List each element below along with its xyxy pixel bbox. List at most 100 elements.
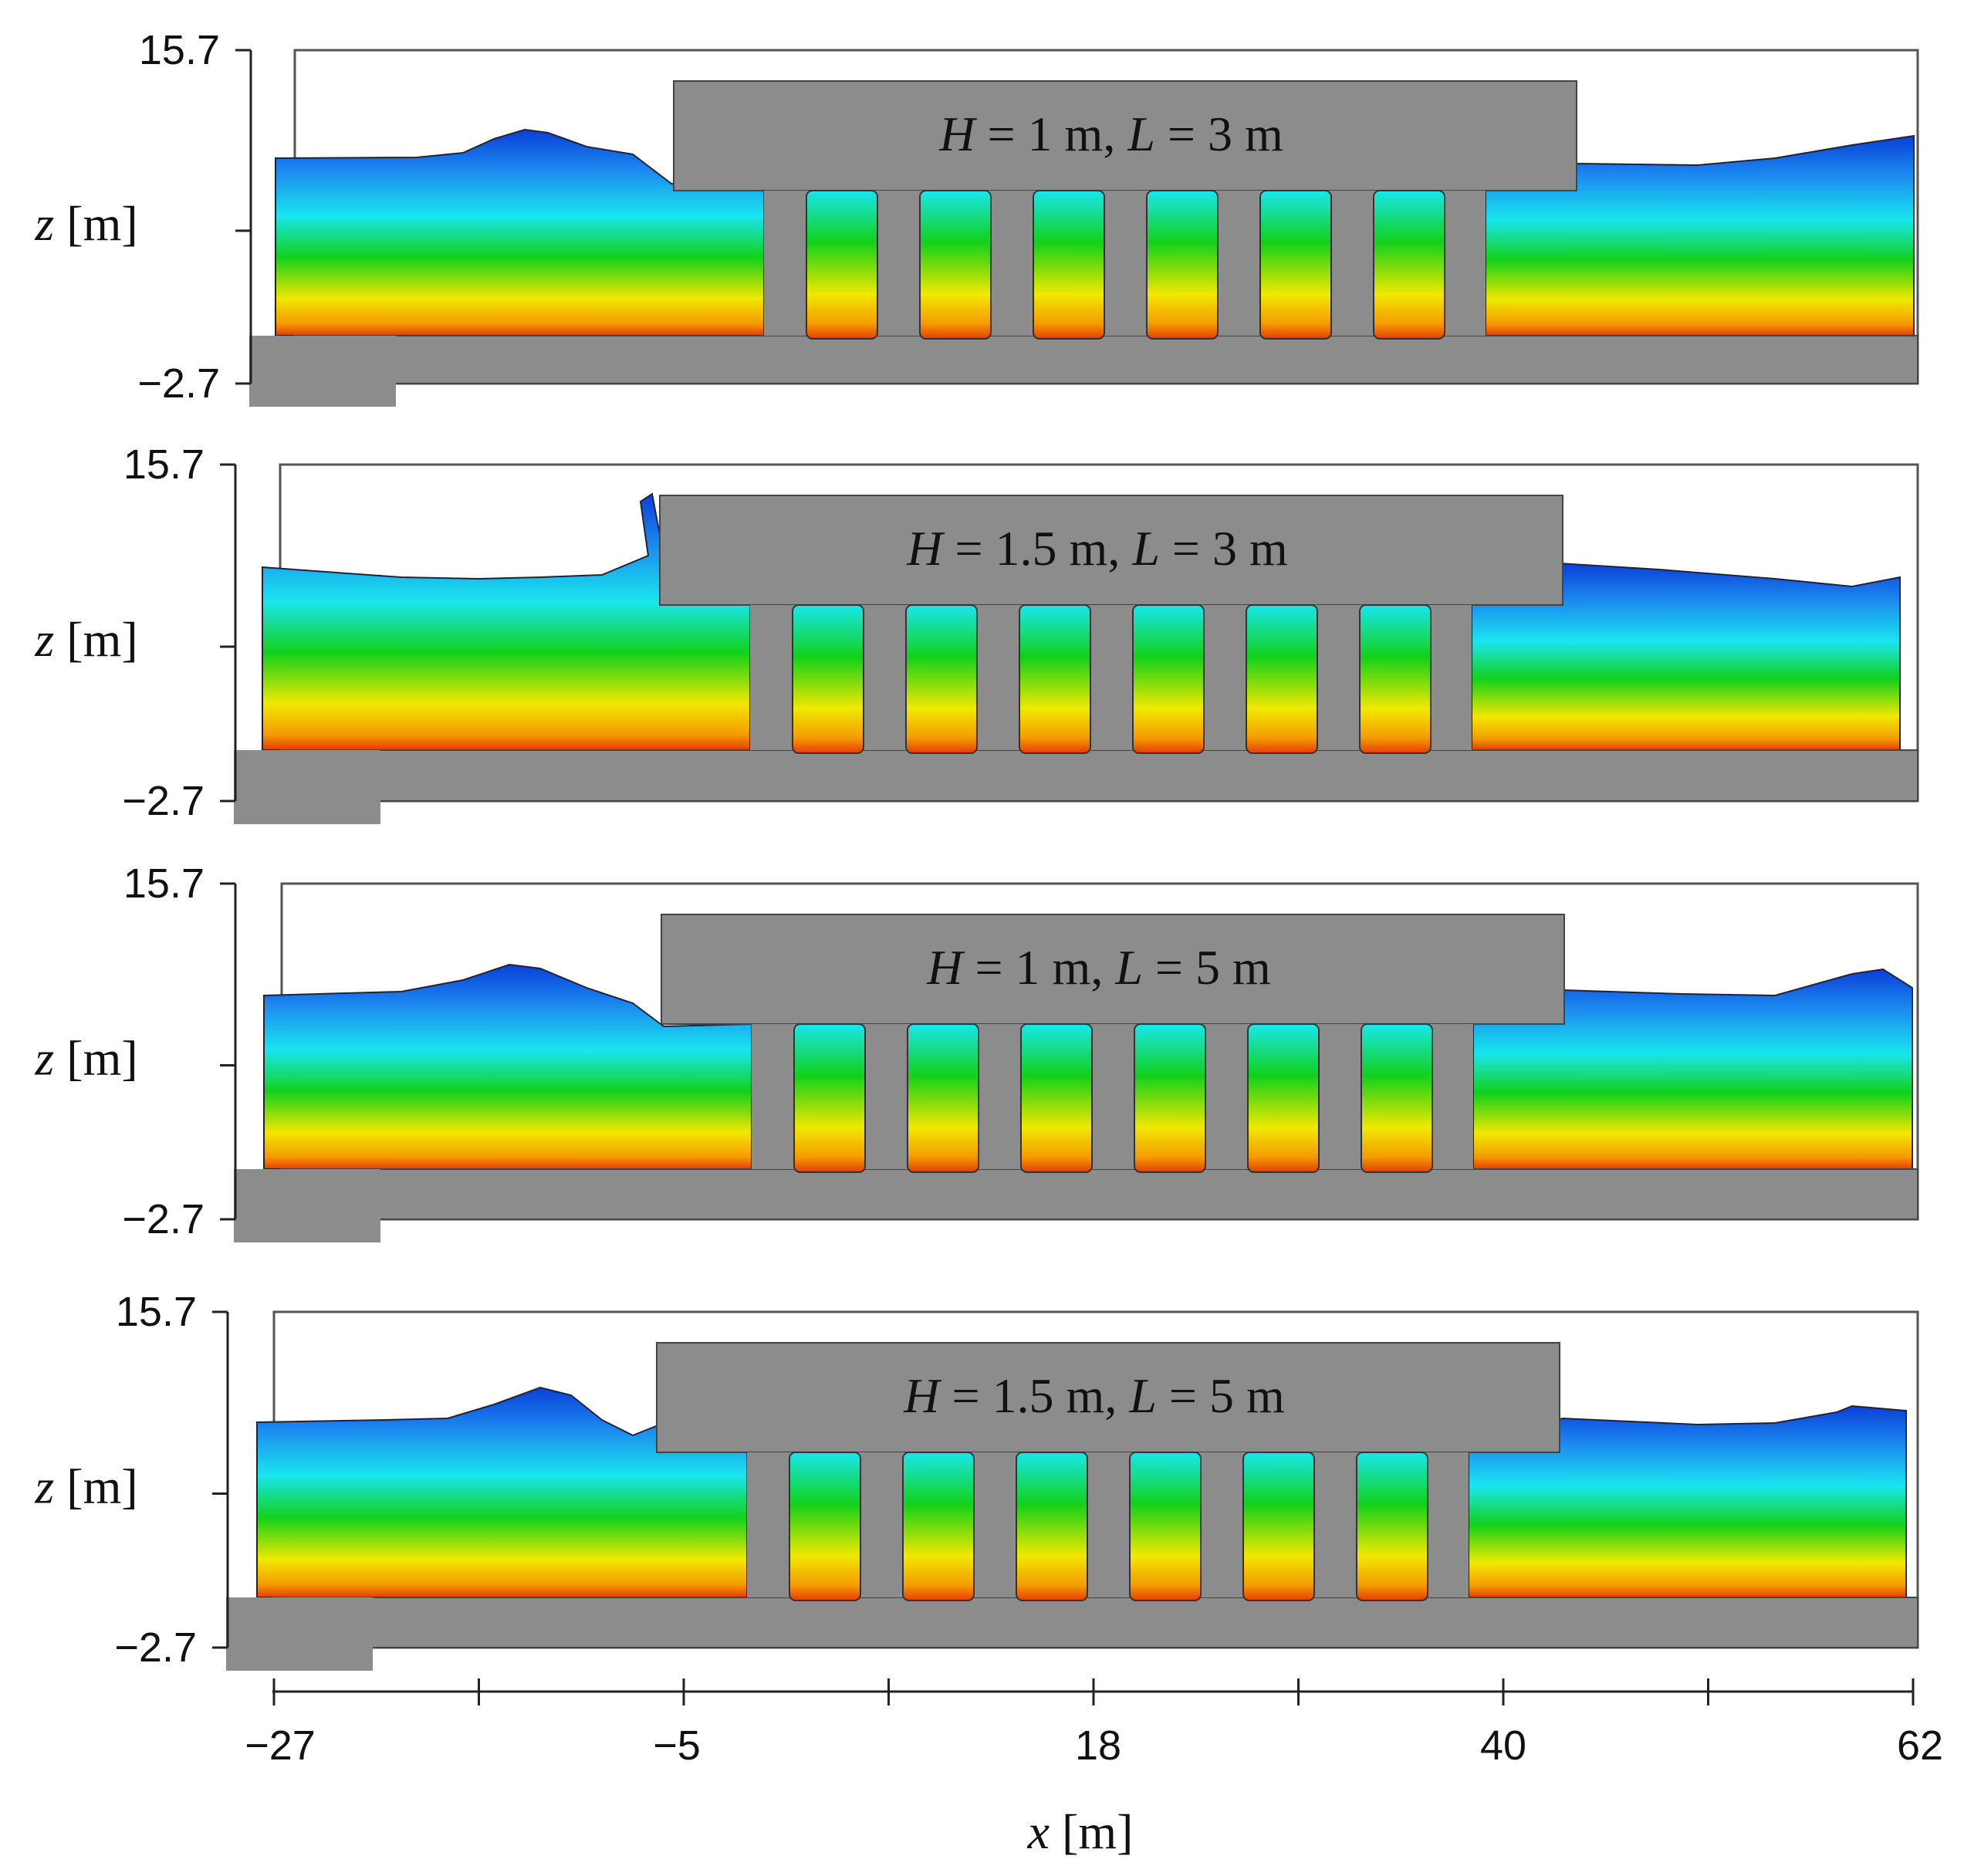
case-label-H-label: H bbox=[926, 940, 965, 995]
z-axis: 15.7 −2.7 z [m] bbox=[34, 441, 237, 824]
case-label-L-label: L bbox=[1128, 1368, 1157, 1423]
z-axis-title: z [m] bbox=[34, 1459, 137, 1514]
z-axis-title: z [m] bbox=[34, 196, 137, 251]
chamber-4 bbox=[1132, 604, 1205, 754]
structure-deck bbox=[673, 80, 1577, 191]
z-axis-var: z bbox=[34, 612, 54, 667]
structure-body bbox=[750, 605, 1472, 750]
chamber-3 bbox=[1019, 604, 1091, 754]
z-axis-var: z bbox=[34, 196, 54, 251]
case-label-H-value: = 1.5 m, bbox=[942, 521, 1132, 576]
z-tick-label-top: 15.7 bbox=[123, 860, 205, 907]
z-axis-var: z bbox=[34, 1459, 54, 1514]
seabed bbox=[294, 335, 1918, 384]
z-tick-label-bottom: −2.7 bbox=[114, 1624, 197, 1671]
structure-body bbox=[764, 191, 1486, 336]
z-axis-space bbox=[54, 612, 66, 667]
x-axis-title: x [m] bbox=[1027, 1804, 1134, 1859]
structure-deck bbox=[659, 495, 1563, 606]
x-axis-unit: [m] bbox=[1062, 1804, 1133, 1859]
z-tick-label-top: 15.7 bbox=[139, 27, 220, 73]
z-axis-space bbox=[54, 196, 66, 251]
inlet-step bbox=[249, 336, 396, 407]
chamber-2 bbox=[907, 1023, 979, 1173]
x-tick-label-3: 18 bbox=[1075, 1722, 1121, 1769]
case-label-H-value: = 1.5 m, bbox=[939, 1368, 1129, 1423]
panel-2: H = 1.5 m, L = 3 m 15.7 −2.7 z [m] bbox=[34, 441, 1919, 824]
panel-3: H = 1 m, L = 5 m 15.7 −2.7 z [m] bbox=[34, 860, 1919, 1242]
structure-deck bbox=[656, 1342, 1560, 1453]
chamber-6 bbox=[1361, 1023, 1433, 1173]
inlet-step bbox=[234, 1169, 380, 1242]
structure-deck bbox=[661, 914, 1565, 1025]
chamber-4 bbox=[1134, 1023, 1206, 1173]
z-axis: 15.7 −2.7 z [m] bbox=[34, 860, 237, 1242]
z-tick-label-top: 15.7 bbox=[116, 1289, 197, 1335]
inlet-step bbox=[234, 750, 380, 824]
x-tick-label-4: 40 bbox=[1480, 1722, 1526, 1769]
z-axis-space bbox=[54, 1459, 66, 1514]
chamber-6 bbox=[1359, 604, 1432, 754]
chamber-3 bbox=[1016, 1452, 1088, 1601]
chamber-1 bbox=[789, 1452, 861, 1601]
panel-4: H = 1.5 m, L = 5 m 15.7 −2.7 z [m] bbox=[34, 1289, 1919, 1671]
case-label-H-value: = 1 m, bbox=[962, 940, 1115, 995]
chamber-1 bbox=[792, 604, 864, 754]
case-label-H-value: = 1 m, bbox=[975, 106, 1127, 161]
chamber-5 bbox=[1259, 190, 1332, 340]
seabed bbox=[279, 749, 1918, 802]
z-axis-space bbox=[54, 1031, 66, 1086]
chamber-5 bbox=[1247, 1023, 1320, 1173]
case-label: H = 1 m, L = 5 m bbox=[926, 940, 1271, 995]
z-tick-label-bottom: −2.7 bbox=[137, 360, 220, 407]
chamber-5 bbox=[1246, 604, 1318, 754]
z-axis-var: z bbox=[34, 1031, 54, 1086]
chamber-3 bbox=[1020, 1023, 1093, 1173]
chamber-6 bbox=[1373, 190, 1445, 340]
z-axis-unit: [m] bbox=[66, 196, 137, 251]
case-label-L-label: L bbox=[1131, 521, 1160, 576]
chamber-1 bbox=[793, 1023, 866, 1173]
chamber-2 bbox=[902, 1452, 975, 1601]
x-tick-label-5: 62 bbox=[1897, 1722, 1943, 1769]
case-label-L-value: = 3 m bbox=[1155, 106, 1283, 161]
chamber-4 bbox=[1129, 1452, 1202, 1601]
z-axis-unit: [m] bbox=[66, 1031, 137, 1086]
panel-1: H = 1 m, L = 3 m 15.7 −2.7 z [m] bbox=[34, 27, 1919, 407]
case-label-L-label: L bbox=[1114, 940, 1143, 995]
z-tick-label-bottom: −2.7 bbox=[122, 1196, 205, 1242]
chamber-3 bbox=[1033, 190, 1105, 340]
case-label-L-label: L bbox=[1127, 106, 1155, 161]
seabed bbox=[281, 1168, 1918, 1220]
x-tick-label-1: −27 bbox=[245, 1722, 316, 1769]
z-axis-title: z [m] bbox=[34, 1031, 137, 1086]
case-label: H = 1 m, L = 3 m bbox=[938, 106, 1283, 161]
structure-body bbox=[747, 1452, 1469, 1597]
chamber-1 bbox=[806, 190, 878, 340]
chamber-2 bbox=[905, 604, 978, 754]
inlet-step bbox=[226, 1597, 373, 1671]
z-axis-unit: [m] bbox=[66, 1459, 137, 1514]
chamber-6 bbox=[1356, 1452, 1428, 1601]
case-label: H = 1.5 m, L = 3 m bbox=[906, 521, 1288, 576]
case-label-H-label: H bbox=[906, 521, 945, 576]
chamber-4 bbox=[1146, 190, 1219, 340]
z-axis-unit: [m] bbox=[66, 612, 137, 667]
z-axis: 15.7 −2.7 z [m] bbox=[34, 1289, 229, 1671]
seabed bbox=[273, 1597, 1918, 1648]
x-tick-label-2: −5 bbox=[653, 1722, 701, 1769]
case-label-L-value: = 5 m bbox=[1143, 940, 1271, 995]
case-label-H-label: H bbox=[903, 1368, 942, 1423]
x-axis: −27 −5 18 40 62 x [m] bbox=[245, 1678, 1943, 1859]
z-tick-label-bottom: −2.7 bbox=[122, 778, 205, 824]
z-tick-label-top: 15.7 bbox=[123, 441, 205, 488]
chamber-2 bbox=[919, 190, 992, 340]
chamber-5 bbox=[1242, 1452, 1315, 1601]
case-label-L-value: = 5 m bbox=[1157, 1368, 1285, 1423]
case-label: H = 1.5 m, L = 5 m bbox=[903, 1368, 1285, 1423]
structure-body bbox=[752, 1024, 1473, 1169]
case-label-L-value: = 3 m bbox=[1160, 521, 1288, 576]
case-label-H-label: H bbox=[938, 106, 978, 161]
z-axis-title: z [m] bbox=[34, 612, 137, 667]
